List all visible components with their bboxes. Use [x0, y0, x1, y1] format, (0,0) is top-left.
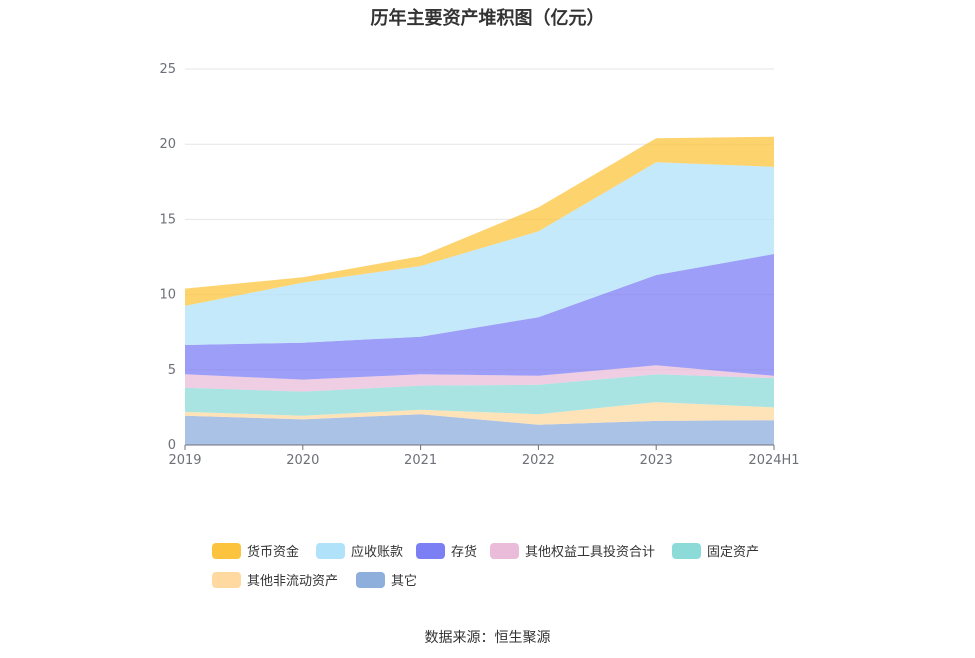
y-tick-label: 0 — [168, 438, 176, 453]
legend-label: 存货 — [451, 545, 478, 560]
y-tick-label: 25 — [159, 62, 176, 77]
area-series-6 — [185, 136, 774, 306]
area-series-3 — [185, 365, 774, 392]
legend-item[interactable]: 固定资产 — [672, 541, 759, 560]
chart-title: 历年主要资产堆积图（亿元） — [370, 8, 605, 29]
x-tick-label: 2020 — [286, 453, 319, 468]
y-tick-label: 20 — [159, 137, 176, 152]
area-series-1 — [185, 402, 774, 425]
legend-label: 其他非流动资产 — [247, 574, 339, 589]
legend-swatch — [316, 542, 345, 559]
legend-item[interactable]: 应收账款 — [316, 541, 403, 560]
stacked-areas — [185, 136, 774, 445]
legend-swatch — [416, 542, 445, 559]
x-tick-label: 2022 — [522, 453, 555, 468]
legend-swatch — [672, 542, 701, 559]
area-series-5 — [185, 162, 774, 345]
legend-swatch — [490, 542, 519, 559]
legend-item[interactable]: 其他非流动资产 — [212, 570, 338, 589]
area-series-2 — [185, 374, 774, 416]
legend-label: 固定资产 — [707, 545, 760, 560]
x-tick-label: 2023 — [640, 453, 673, 468]
data-source: 数据来源：恒生聚源 — [424, 630, 551, 646]
area-series-4 — [185, 254, 774, 380]
legend-swatch — [212, 571, 241, 588]
axes: 0 5 10 15 20 25 2019 2020 2021 2022 2023 2024H1 — [159, 62, 799, 468]
y-tick-label: 5 — [168, 363, 176, 378]
x-tick-label: 2019 — [168, 453, 201, 468]
legend-swatch — [212, 542, 241, 559]
y-tick-label: 10 — [159, 288, 176, 303]
legend-swatch — [356, 571, 385, 588]
y-tick-label: 15 — [159, 212, 176, 227]
legend-item[interactable]: 货币资金 — [212, 541, 299, 560]
legend-label: 应收账款 — [351, 545, 404, 560]
legend-item[interactable]: 存货 — [416, 541, 477, 560]
x-tick-label: 2021 — [404, 453, 437, 468]
legend-label: 货币资金 — [247, 545, 300, 560]
x-tick-label: 2024H1 — [748, 453, 799, 468]
legend-item[interactable]: 其他权益工具投资合计 — [490, 541, 655, 560]
area-series-0 — [185, 414, 774, 445]
legend-label: 其他权益工具投资合计 — [525, 545, 656, 560]
legend-item[interactable]: 其它 — [356, 570, 417, 589]
legend-label: 其它 — [391, 574, 418, 589]
